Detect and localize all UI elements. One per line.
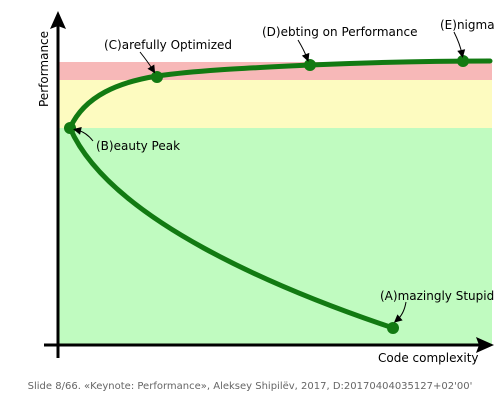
y-axis-arrowhead: [50, 11, 66, 29]
point-e-marker: [457, 55, 469, 67]
x-axis-arrowhead: [476, 337, 494, 353]
x-axis-label: Code complexity: [378, 351, 479, 365]
point-b-marker: [64, 122, 76, 134]
y-axis-label: Performance: [37, 31, 51, 107]
point-a-label: (A)mazingly Stupid: [380, 289, 494, 303]
point-a-marker: [387, 322, 399, 334]
point-c-pointer: [139, 51, 156, 74]
performance-curve: [67, 58, 493, 331]
point-a-pointer: [393, 301, 407, 323]
point-d-pointer: [297, 39, 310, 62]
band-bottom: [58, 128, 492, 344]
point-d-label: (D)ebting on Performance: [262, 25, 417, 39]
point-c-marker: [151, 71, 163, 83]
point-e-label: (E)nigma: [440, 18, 495, 32]
band-middle: [58, 80, 492, 128]
slide-footer: Slide 8/66. «Keynote: Performance», Alek…: [27, 381, 473, 392]
point-e-pointer: [453, 31, 466, 58]
point-c-label: (C)arefully Optimized: [104, 38, 232, 52]
point-b-pointer: [73, 126, 94, 142]
point-b-label: (B)eauty Peak: [96, 139, 180, 153]
point-d-marker: [304, 59, 316, 71]
